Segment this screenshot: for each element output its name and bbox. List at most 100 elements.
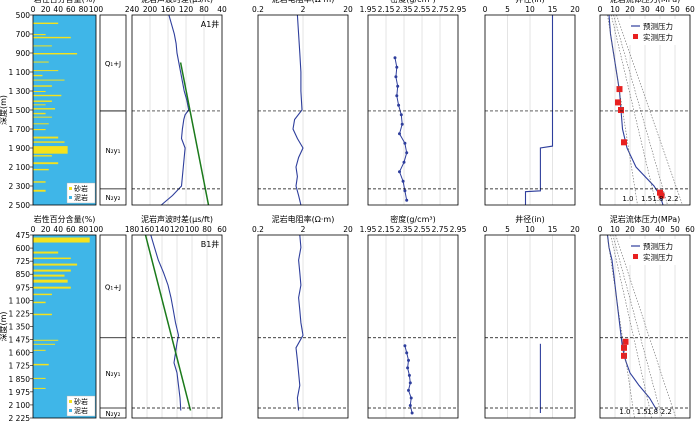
x-tick-label: 180	[125, 225, 140, 234]
depth-tick-label: 900	[16, 49, 31, 58]
gradient-line	[610, 14, 657, 206]
panel-frame	[367, 14, 459, 206]
density-curve	[404, 345, 413, 414]
panel-title: 泥岩流体压力(MPa)	[610, 214, 681, 224]
sand-band	[33, 79, 65, 81]
gradient-label: 1.5	[637, 408, 648, 416]
sand-band	[33, 269, 71, 272]
sand-band	[33, 116, 52, 118]
measured-pressure-point	[621, 352, 627, 359]
x-tick-label: 40	[217, 5, 227, 14]
legend-label: 砂岩	[74, 397, 88, 406]
x-tick-label: 20	[625, 5, 635, 14]
x-tick-label: 100	[185, 225, 200, 234]
panel-frame	[257, 234, 349, 419]
x-tick-label: 10	[610, 225, 620, 234]
legend-label: 预测压力	[643, 21, 673, 31]
x-tick-label: 80	[199, 5, 209, 14]
sand-band	[33, 301, 46, 304]
panel-frame	[599, 14, 691, 206]
depth-tick-label: 600	[16, 244, 31, 253]
log-curve	[606, 234, 658, 411]
legend-swatch	[633, 34, 638, 39]
x-tick-label: 40	[655, 5, 665, 14]
x-tick-label: 80	[79, 225, 89, 234]
measured-pressure-point	[618, 107, 624, 113]
sand-band	[33, 189, 46, 192]
depth-tick-label: 1 100	[9, 296, 31, 305]
x-tick-label: 10	[525, 225, 535, 234]
x-tick-label: 160	[161, 5, 176, 14]
sand-band	[33, 343, 56, 345]
depth-tick-label: 1 975	[9, 388, 31, 397]
mud-fill	[33, 15, 96, 205]
legend-swatch	[69, 409, 72, 412]
legend-box	[66, 395, 96, 417]
x-tick-label: 50	[670, 5, 680, 14]
x-tick-label: 0	[31, 225, 36, 234]
x-tick-label: 50	[670, 225, 680, 234]
x-tick-label: 200	[143, 5, 158, 14]
x-tick-label: 2.75	[432, 225, 449, 234]
x-tick-label: 15	[548, 225, 558, 234]
gradient-line	[607, 14, 638, 206]
x-tick-label: 20	[570, 225, 580, 234]
x-tick-label: 2.55	[414, 225, 431, 234]
x-tick-label: 2	[301, 5, 306, 14]
sand-band	[33, 263, 78, 266]
measured-pressure-point	[621, 139, 627, 146]
depth-tick-label: 2 100	[9, 401, 31, 410]
sand-band	[33, 274, 65, 277]
formation-column	[99, 14, 127, 206]
x-tick-label: 60	[217, 225, 227, 234]
x-tick-label: 5	[505, 5, 510, 14]
sand-band	[33, 257, 71, 260]
depth-tick-label: 1 100	[9, 68, 31, 77]
sand-band	[33, 141, 65, 143]
gradient-line	[616, 14, 683, 206]
sand-band	[33, 168, 49, 171]
x-tick-label: 160	[140, 225, 155, 234]
depth-tick-label: 725	[16, 257, 31, 266]
gradient-label: 1.5	[641, 195, 652, 203]
x-tick-label: 5	[505, 225, 510, 234]
x-tick-label: 20	[343, 5, 353, 14]
x-tick-label: 0	[31, 5, 36, 14]
sand-band	[33, 162, 59, 165]
sand-band	[33, 53, 78, 55]
x-tick-label: 240	[125, 5, 140, 14]
sand-band	[33, 100, 52, 102]
x-tick-label: 15	[548, 5, 558, 14]
sand-band	[33, 387, 46, 389]
x-tick-label: 2.15	[378, 225, 395, 234]
legend-label: 预测压力	[643, 241, 673, 251]
compaction-trend-line	[179, 62, 210, 206]
depth-tick-label: 500	[16, 11, 31, 20]
gradient-line	[606, 234, 635, 419]
legend-swatch	[69, 196, 72, 199]
sand-band	[33, 74, 43, 77]
measured-pressure-point	[658, 192, 665, 199]
legend-box	[66, 182, 96, 204]
depth-tick-label: 2 500	[9, 201, 31, 210]
depth-tick-label: 1 300	[9, 87, 31, 96]
depth-tick-label: 1 850	[9, 375, 31, 384]
x-tick-label: 100	[89, 225, 104, 234]
x-tick-label: 20	[343, 225, 353, 234]
legend-swatch	[69, 187, 72, 190]
x-tick-label: 0	[483, 5, 488, 14]
legend-swatch	[69, 400, 72, 403]
legend-label: 实测压力	[643, 252, 673, 262]
sand-band	[33, 85, 52, 87]
depth-tick-label: 1 475	[9, 336, 31, 345]
panel-title: 泥岩电阻率(Ω·m)	[272, 0, 335, 4]
sand-band	[33, 251, 59, 254]
panel-frame	[484, 234, 576, 419]
x-tick-label: 40	[53, 225, 63, 234]
panel-frame	[131, 234, 223, 419]
x-tick-label: 0	[598, 225, 603, 234]
panel-title: 井径(in)	[515, 214, 545, 224]
x-tick-label: 60	[66, 225, 76, 234]
x-tick-label: 40	[655, 225, 665, 234]
well-name: B1井	[201, 239, 220, 249]
